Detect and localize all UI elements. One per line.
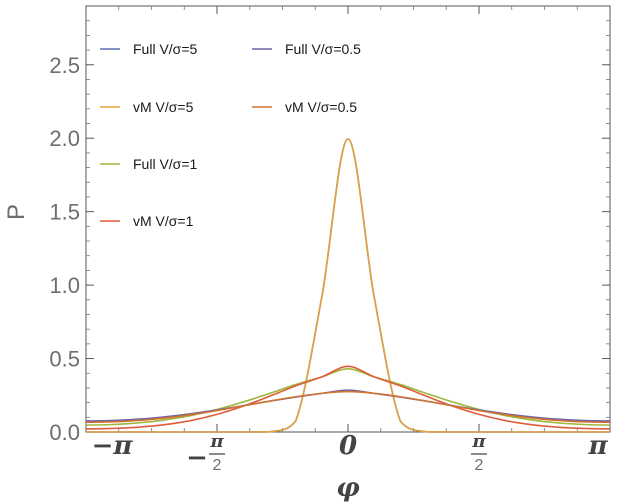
legend: Full V/σ=5 vM V/σ=5 Full V/σ=1 vM V/σ=1 Full…	[100, 41, 361, 229]
xtick-numerator: π	[209, 431, 224, 452]
xtick-denominator: 2	[213, 457, 222, 474]
series-line	[85, 368, 611, 426]
ytick-label: 1.0	[49, 273, 80, 298]
series-line	[85, 138, 610, 433]
ytick-label: 2.5	[49, 53, 80, 78]
x-axis-title: φ	[336, 473, 360, 502]
series-line	[85, 390, 611, 424]
series-line	[85, 138, 610, 433]
curve-group	[85, 138, 611, 433]
series-line	[85, 365, 611, 430]
legend-label: Full V/σ=1	[133, 156, 197, 172]
ytick-label: 0.5	[49, 347, 80, 372]
tick-group	[85, 6, 611, 433]
xtick-label: 0	[339, 431, 357, 461]
xtick-sign: −	[186, 443, 208, 473]
ytick-label: 1.5	[49, 200, 80, 225]
ytick-label: 0.0	[49, 420, 80, 445]
legend-label: vM V/σ=1	[133, 213, 194, 229]
legend-label: Full V/σ=5	[133, 41, 197, 57]
xtick-numerator: π	[471, 431, 486, 452]
legend-label: Full V/σ=0.5	[285, 41, 361, 57]
series-line	[85, 389, 611, 422]
y-axis-title: P	[3, 204, 30, 220]
ytick-label: 2.0	[49, 126, 80, 151]
xtick-denominator: 2	[475, 457, 484, 474]
xtick-label-group: −π −π20 π2π	[92, 431, 609, 474]
ytick-label-group: 0.0 0.5 1.0 1.5 2.0 2.5	[49, 53, 80, 445]
legend-label: vM V/σ=0.5	[285, 99, 357, 115]
xtick-label: −π	[92, 431, 134, 461]
legend-label: vM V/σ=5	[133, 99, 194, 115]
xtick-label: π	[587, 431, 608, 461]
